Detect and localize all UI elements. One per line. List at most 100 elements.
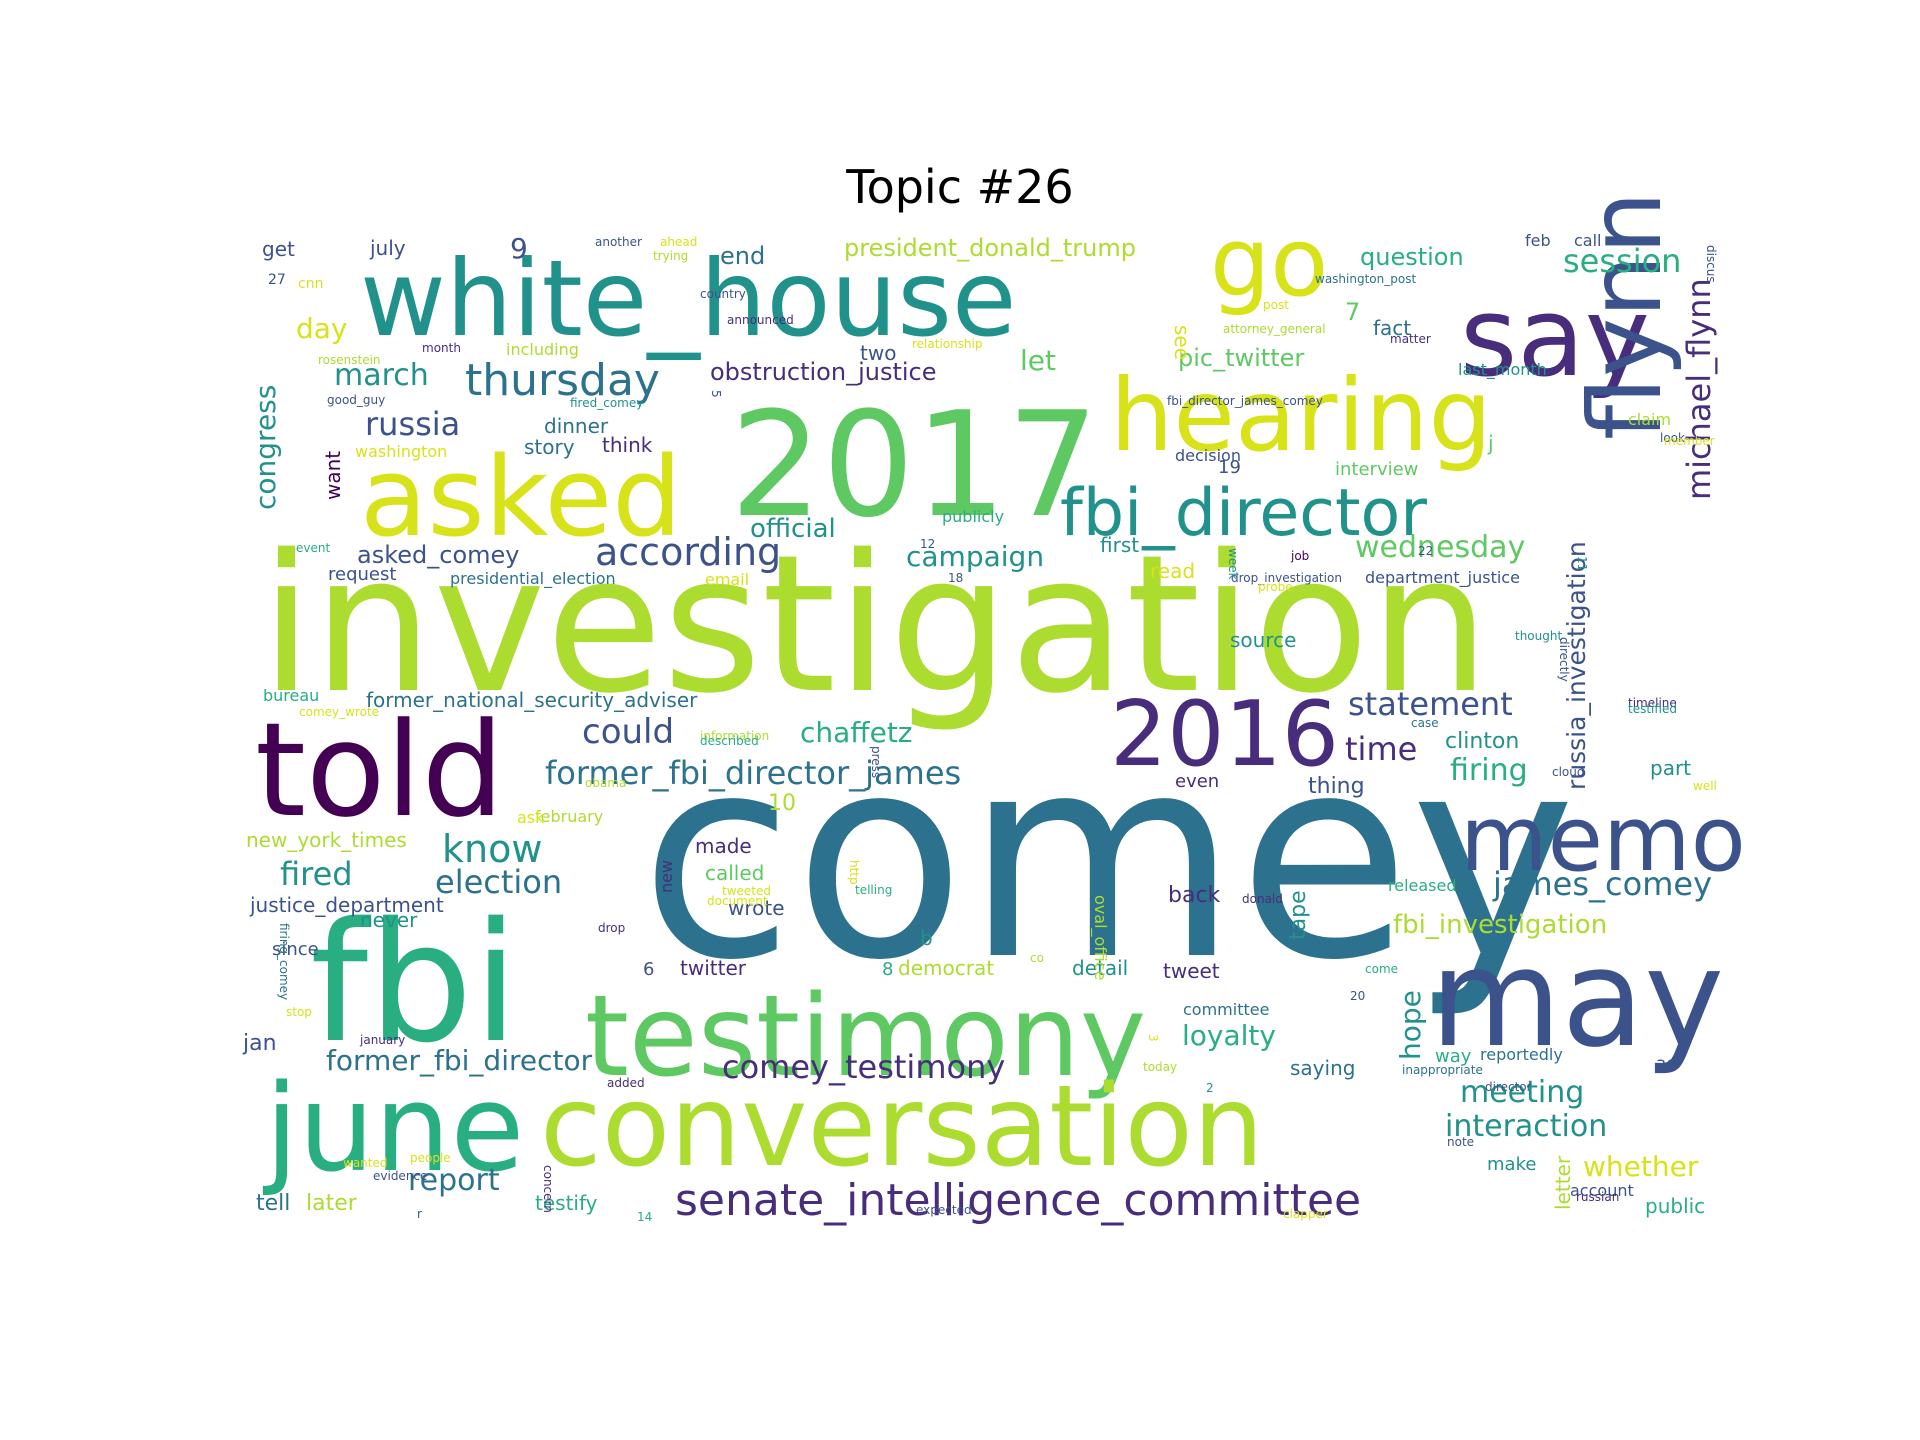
cloud-word: congress (249, 385, 282, 510)
cloud-word: jan (242, 1031, 277, 1056)
cloud-word: drop (598, 921, 625, 935)
cloud-word: discus (1704, 245, 1718, 283)
cloud-word: june (262, 1060, 524, 1199)
cloud-word: good_guy (327, 393, 385, 407)
cloud-word: r (417, 1207, 422, 1221)
cloud-word: day (296, 312, 348, 345)
cloud-word: rosenstein (318, 353, 381, 367)
cloud-word: according (595, 530, 781, 574)
cloud-word: tweeted (722, 884, 771, 898)
cloud-word: loyalty (1182, 1019, 1276, 1052)
cloud-word: thought (1515, 629, 1562, 643)
cloud-word: announced (727, 313, 794, 327)
cloud-word: interaction (1445, 1109, 1607, 1144)
cloud-word: ask (517, 808, 545, 827)
cloud-word: whether (1583, 1150, 1699, 1183)
cloud-word: event (296, 541, 330, 555)
cloud-word: job (1290, 549, 1309, 563)
cloud-word: firing_comey (277, 923, 291, 1000)
cloud-word: 11 (1575, 556, 1589, 571)
cloud-word: 3 (1146, 1034, 1160, 1042)
cloud-word: account (1570, 1181, 1634, 1200)
cloud-word: let (1020, 344, 1056, 377)
cloud-word: trying (653, 249, 688, 263)
cloud-word: asked (360, 433, 682, 561)
cloud-word: asked_comey (357, 541, 519, 569)
cloud-word: 19 (1218, 457, 1241, 478)
cloud-word: former_fbi_director (326, 1044, 593, 1077)
cloud-word: detail (1072, 956, 1128, 980)
cloud-word: 22 (1418, 544, 1433, 558)
cloud-word: question (1360, 243, 1464, 271)
cloud-word: clinton (1445, 729, 1519, 754)
cloud-word: 20 (1350, 989, 1365, 1003)
cloud-word: new (657, 860, 676, 893)
cloud-word: co (1030, 951, 1044, 965)
cloud-word: publicly (942, 507, 1004, 526)
cloud-word: concern (541, 1165, 555, 1213)
cloud-word: obstruction_justice (710, 358, 937, 386)
cloud-word: former_fbi_director_james (545, 754, 961, 792)
cloud-word: relationship (912, 337, 983, 351)
cloud-word: story (524, 435, 575, 459)
cloud-word: firing (1450, 753, 1528, 788)
cloud-word: july (369, 236, 406, 260)
cloud-word: obama (585, 776, 626, 790)
cloud-word: committee (1183, 1000, 1269, 1019)
cloud-word: read (1150, 559, 1195, 583)
cloud-word: drop_investigation (1231, 571, 1342, 585)
cloud-word: 14 (637, 1210, 652, 1224)
cloud-word: go (1210, 208, 1328, 318)
cloud-word: comey_wrote (299, 705, 379, 719)
cloud-word: fired_comey (570, 396, 643, 410)
cloud-word: member (1664, 434, 1715, 448)
cloud-word: oval_office (1090, 895, 1110, 980)
cloud-word: march (334, 358, 429, 393)
cloud-word: look (1660, 431, 1685, 445)
cloud-word: first (1100, 533, 1139, 557)
cloud-word: fbi_investigation (1393, 910, 1607, 940)
cloud-word: country (700, 287, 746, 301)
cloud-word: including (506, 340, 579, 359)
cloud-word: 30 (1656, 1056, 1676, 1075)
cloud-word: later (306, 1191, 358, 1216)
cloud-word: made (695, 834, 752, 858)
cloud-word: election (435, 863, 562, 901)
cloud-word: dinner (544, 414, 609, 438)
cloud-word: last_month (1458, 360, 1547, 380)
cloud-word: 8 (882, 959, 893, 980)
cloud-word: james_comey (1492, 865, 1712, 903)
cloud-word: chaffetz (800, 716, 913, 749)
cloud-word: 6 (643, 959, 654, 980)
cloud-word: testimony (585, 972, 1146, 1102)
cloud-word: pic_twitter (1178, 344, 1304, 372)
cloud-word: claim (1628, 410, 1671, 429)
cloud-word: 2017 (730, 381, 1099, 550)
cloud-word: today (1143, 1060, 1177, 1074)
cloud-word: inappropriate (1402, 1063, 1483, 1077)
cloud-word: come (1365, 962, 1398, 976)
cloud-word: even (1175, 771, 1219, 792)
cloud-word: end (720, 242, 765, 270)
cloud-word: president_donald_trump (844, 234, 1136, 262)
cloud-word: post (1263, 298, 1289, 312)
cloud-word: know (442, 827, 542, 871)
cloud-word: interview (1335, 459, 1418, 480)
cloud-word: document (707, 894, 768, 908)
cloud-word: reportedly (1480, 1045, 1563, 1064)
cloud-word: hope (1394, 990, 1427, 1060)
cloud-word: comey (640, 696, 1576, 1022)
cloud-word: make (1487, 1154, 1536, 1175)
cloud-word: white_house (360, 238, 1017, 360)
cloud-word: february (535, 807, 603, 826)
cloud-word: month (422, 341, 461, 355)
cloud-word: back (1168, 883, 1221, 908)
cloud-word: bureau (263, 686, 319, 705)
cloud-word: evidence (373, 1169, 427, 1183)
cloud-word: comey_testimony (722, 1048, 1005, 1086)
cloud-word: say (1460, 273, 1650, 401)
cloud-word: time (1345, 730, 1417, 768)
cloud-word: another (595, 235, 642, 249)
cloud-word: wrote (728, 896, 785, 920)
cloud-word: 18 (948, 571, 963, 585)
